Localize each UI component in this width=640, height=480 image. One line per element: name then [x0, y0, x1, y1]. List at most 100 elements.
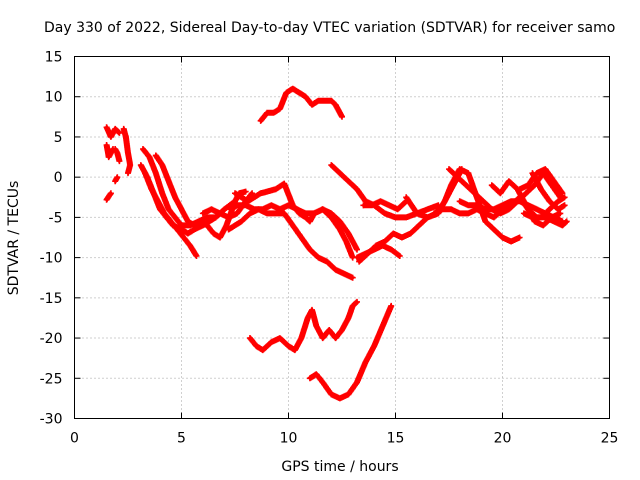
- data-point: [432, 211, 436, 215]
- data-point: [278, 207, 282, 211]
- data-point: [325, 260, 329, 264]
- data-point: [105, 125, 109, 129]
- data-point: [473, 191, 477, 195]
- data-point: [214, 215, 218, 219]
- data-point: [355, 256, 359, 260]
- data-point: [563, 195, 567, 199]
- data-point: [526, 183, 530, 187]
- data-point: [308, 219, 312, 223]
- data-point: [346, 316, 350, 320]
- data-point: [113, 179, 117, 183]
- data-point: [541, 223, 545, 227]
- data-point: [522, 211, 526, 215]
- data-point: [441, 207, 445, 211]
- data-point: [443, 199, 447, 203]
- data-point: [139, 163, 143, 167]
- x-tick-label: 20: [494, 431, 512, 447]
- data-point: [565, 219, 569, 223]
- data-point: [308, 376, 312, 380]
- data-point: [167, 179, 171, 183]
- series-s14: [199, 190, 256, 221]
- data-point: [265, 211, 269, 215]
- data-point: [274, 187, 278, 191]
- data-point: [154, 153, 158, 157]
- data-point: [530, 215, 534, 219]
- data-point: [498, 191, 502, 195]
- data-point: [466, 211, 470, 215]
- data-point: [361, 203, 365, 207]
- data-point: [351, 276, 355, 280]
- y-tick-label: 15: [45, 50, 63, 66]
- data-point: [518, 187, 522, 191]
- data-point: [383, 240, 387, 244]
- data-point: [304, 215, 308, 219]
- data-point: [235, 203, 239, 207]
- data-point: [158, 207, 162, 211]
- data-point: [227, 227, 231, 231]
- series-s9: [137, 162, 219, 237]
- data-point: [287, 344, 290, 348]
- series-s28: [542, 214, 570, 229]
- data-point: [312, 211, 316, 215]
- y-tick-label: 5: [54, 130, 63, 146]
- data-point: [364, 360, 368, 364]
- data-point: [171, 223, 175, 227]
- data-point: [257, 207, 261, 211]
- data-point: [560, 223, 564, 227]
- data-point: [117, 131, 121, 135]
- data-point: [192, 227, 196, 231]
- y-tick-label: -5: [49, 210, 63, 226]
- data-point: [391, 231, 395, 235]
- data-point: [316, 256, 320, 260]
- data-point: [201, 211, 205, 215]
- data-point: [340, 328, 344, 332]
- data-point: [126, 151, 130, 155]
- data-point: [272, 111, 276, 115]
- data-point: [389, 248, 393, 252]
- series-markers: [257, 85, 345, 124]
- data-point: [259, 191, 263, 195]
- x-tick-label: 0: [70, 431, 79, 447]
- data-point: [483, 207, 487, 211]
- data-point: [152, 191, 156, 195]
- data-point: [250, 191, 254, 195]
- data-point: [107, 155, 111, 159]
- data-point: [282, 211, 286, 215]
- data-point: [475, 203, 479, 207]
- y-tick-label: -15: [40, 291, 63, 307]
- data-point: [227, 215, 231, 219]
- data-point: [389, 304, 393, 308]
- data-point: [248, 211, 252, 215]
- x-tick-label: 10: [280, 431, 298, 447]
- data-point: [483, 219, 487, 223]
- data-point: [239, 195, 243, 199]
- data-point: [535, 207, 539, 211]
- data-point: [490, 183, 494, 187]
- x-axis-label: GPS time / hours: [281, 459, 398, 475]
- data-point: [274, 211, 278, 215]
- data-point: [458, 211, 462, 215]
- data-point: [291, 223, 295, 227]
- data-point: [199, 219, 203, 223]
- data-point: [342, 272, 346, 276]
- data-point: [381, 324, 385, 328]
- x-tick-label: 15: [387, 431, 405, 447]
- data-point: [329, 99, 333, 103]
- data-point: [165, 215, 169, 219]
- series-s27: [529, 170, 568, 213]
- plot-frame: [74, 56, 610, 419]
- data-point: [212, 231, 216, 235]
- data-point: [344, 240, 348, 244]
- series-markers: [328, 162, 442, 221]
- data-point: [518, 236, 522, 239]
- data-point: [346, 231, 350, 235]
- data-point: [351, 256, 355, 260]
- series-s5: [120, 125, 134, 177]
- data-point: [278, 107, 282, 111]
- data-point: [310, 103, 314, 107]
- data-point: [205, 223, 209, 227]
- data-point: [507, 179, 511, 183]
- data-point: [556, 207, 560, 211]
- data-point: [507, 207, 511, 211]
- data-point: [278, 336, 282, 340]
